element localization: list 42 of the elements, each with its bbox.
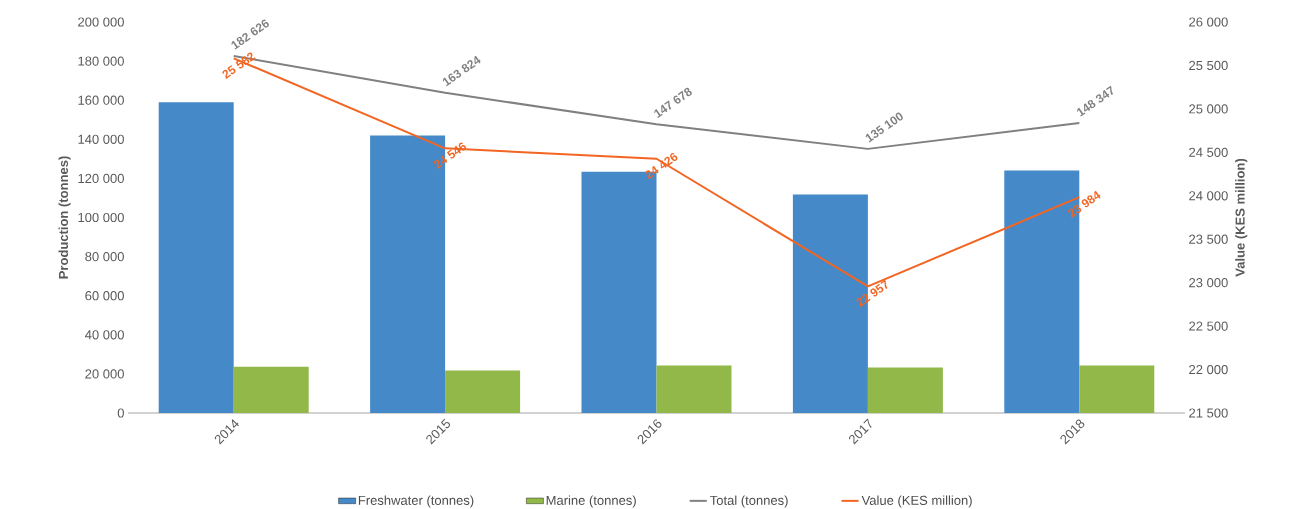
y2-tick-label: 24 500	[1189, 147, 1228, 157]
data-label: 22 957	[856, 279, 888, 307]
y2-tick-label: 25 000	[1189, 104, 1228, 114]
legend-label: Marine (tonnes)	[546, 495, 636, 508]
y2-tick-label: 23 500	[1189, 234, 1228, 244]
bar	[370, 135, 446, 413]
y-tick-label: 140 000	[78, 134, 124, 144]
bar	[1004, 170, 1080, 413]
y-tick-label: 200 000	[78, 17, 124, 27]
y2-tick-label: 25 500	[1189, 60, 1228, 71]
y2-tick-label: 21 500	[1189, 408, 1228, 418]
bar	[867, 367, 943, 413]
bar	[158, 102, 234, 413]
bar	[656, 365, 732, 413]
legend-label: Total (tonnes)	[710, 495, 788, 508]
data-label: 148 347	[1076, 85, 1114, 117]
y2-tick-label: 26 000	[1189, 17, 1228, 27]
y2-tick-label: 22 500	[1189, 321, 1228, 331]
data-label: 163 824	[442, 55, 481, 87]
y-tick-label: 100 000	[78, 212, 124, 223]
data-label: 182 626	[231, 19, 269, 50]
legend-label: Freshwater (tonnes)	[358, 495, 474, 508]
data-label: 23 984	[1068, 190, 1101, 218]
legend-label: Value (KES million)	[861, 495, 972, 508]
y-tick-label: 120 000	[78, 173, 124, 183]
y2-tick-label: 22 000	[1189, 364, 1228, 375]
bar	[1079, 365, 1155, 413]
y2-axis-title: Value (KES million)	[1235, 158, 1248, 277]
y-tick-label: 180 000	[78, 56, 124, 66]
data-label: 147 678	[654, 87, 692, 118]
y-tick-label: 20 000	[85, 369, 124, 379]
bar	[233, 366, 309, 413]
y-tick-label: 80 000	[85, 252, 124, 262]
y2-tick-label: 23 000	[1189, 278, 1228, 288]
bar	[445, 370, 521, 413]
y-axis-title: Production (tonnes)	[58, 156, 71, 279]
y-tick-label: 40 000	[85, 330, 124, 340]
y2-tick-label: 24 000	[1189, 191, 1228, 201]
y-tick-label: 60 000	[85, 291, 124, 301]
data-label: 135 100	[865, 112, 903, 143]
y-tick-label: 160 000	[78, 95, 124, 105]
y-tick-label: 0	[117, 408, 124, 418]
